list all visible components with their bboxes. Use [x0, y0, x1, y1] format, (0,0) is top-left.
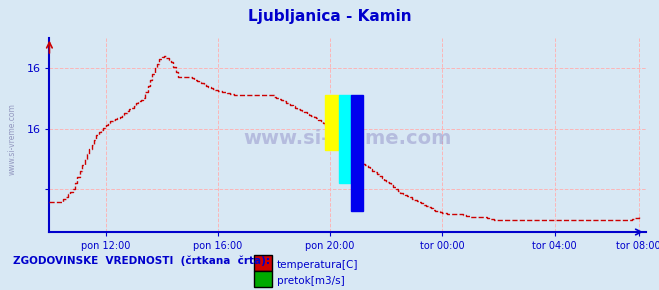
Text: Ljubljanica - Kamin: Ljubljanica - Kamin: [248, 9, 411, 24]
Bar: [351, 95, 363, 211]
Text: www.si-vreme.com: www.si-vreme.com: [8, 103, 17, 175]
Text: ZGODOVINSKE  VREDNOSTI  (črtkana  črta):: ZGODOVINSKE VREDNOSTI (črtkana črta):: [13, 255, 270, 266]
Text: www.si-vreme.com: www.si-vreme.com: [243, 129, 452, 148]
Text: temperatura[C]: temperatura[C]: [277, 260, 358, 270]
Bar: [326, 95, 339, 150]
Bar: [339, 95, 351, 184]
Text: pretok[m3/s]: pretok[m3/s]: [277, 276, 345, 286]
